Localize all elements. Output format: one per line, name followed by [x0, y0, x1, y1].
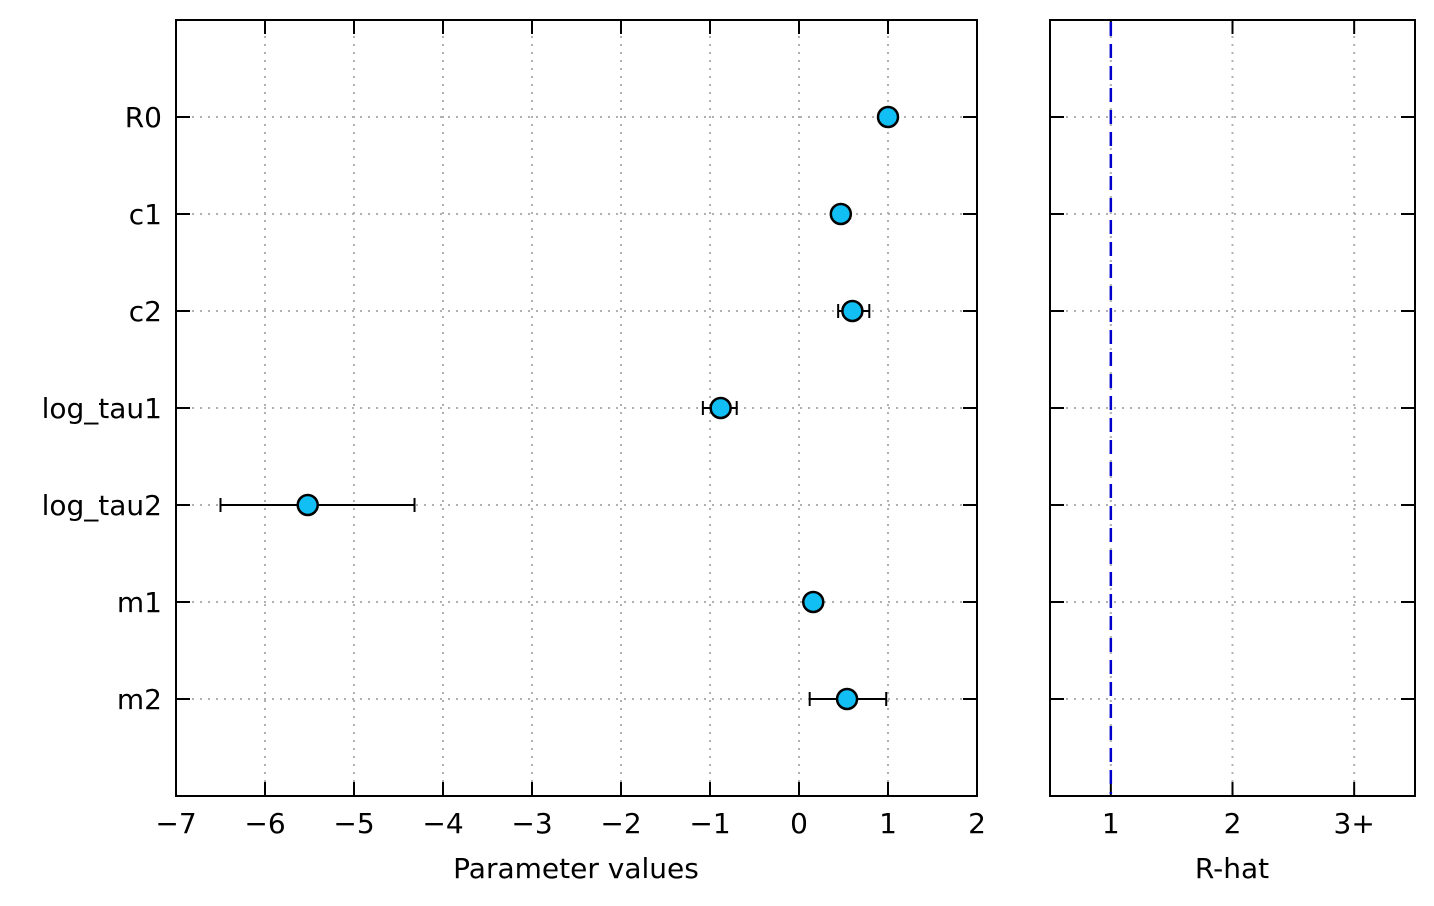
right-axis-ticks	[1050, 20, 1415, 796]
right-x-tick-label: 2	[1224, 807, 1242, 840]
left-grid	[175, 20, 978, 796]
parameter-label-m1: m1	[117, 586, 162, 619]
rhat-panel: 1 2 3+ R-hat	[1049, 19, 1416, 885]
point-log-tau1	[709, 396, 732, 420]
right-x-tick-label: 1	[1102, 807, 1120, 840]
point-m1	[801, 590, 825, 614]
right-x-tick-label: 3+	[1334, 807, 1375, 840]
right-plot-frame	[1049, 19, 1416, 797]
right-x-tick-labels: 1 2 3+	[1102, 807, 1375, 840]
point-r0	[876, 105, 900, 129]
point-m2	[835, 687, 859, 711]
left-x-tick-label: −1	[689, 807, 730, 840]
parameter-label-c1: c1	[129, 198, 162, 231]
point-c2	[841, 299, 864, 323]
left-plot-frame	[175, 19, 978, 797]
left-x-tick-label: −3	[511, 807, 552, 840]
left-x-tick-labels: −7 −6 −5 −4 −3 −2 −1 0 1 2	[155, 807, 986, 840]
left-x-tick-label: 2	[968, 807, 986, 840]
parameter-marks	[219, 105, 900, 711]
left-x-tick-label: 0	[790, 807, 808, 840]
parameter-label-log-tau2: log_tau2	[42, 489, 162, 522]
right-grid	[1050, 20, 1415, 796]
point-c1	[829, 202, 853, 226]
parameter-label-c2: c2	[129, 295, 162, 328]
parameter-values-panel: −7 −6 −5 −4 −3 −2 −1 0 1 2 R0 c1 c2 log_tau1 log_tau2…	[42, 19, 986, 885]
point-log-tau2	[296, 493, 319, 517]
left-x-tick-label: −5	[333, 807, 374, 840]
right-x-axis-label: R-hat	[1195, 852, 1269, 885]
parameter-label-r0: R0	[125, 101, 162, 134]
left-x-tick-label: −6	[244, 807, 285, 840]
left-x-axis-label: Parameter values	[453, 852, 699, 885]
parameter-name-labels: R0 c1 c2 log_tau1 log_tau2 m1 m2	[42, 101, 162, 716]
left-x-tick-label: 1	[879, 807, 897, 840]
parameter-label-log-tau1: log_tau1	[42, 392, 162, 425]
left-x-tick-label: −7	[155, 807, 196, 840]
parameter-label-m2: m2	[117, 683, 162, 716]
left-x-tick-label: −2	[600, 807, 641, 840]
left-x-tick-label: −4	[422, 807, 463, 840]
